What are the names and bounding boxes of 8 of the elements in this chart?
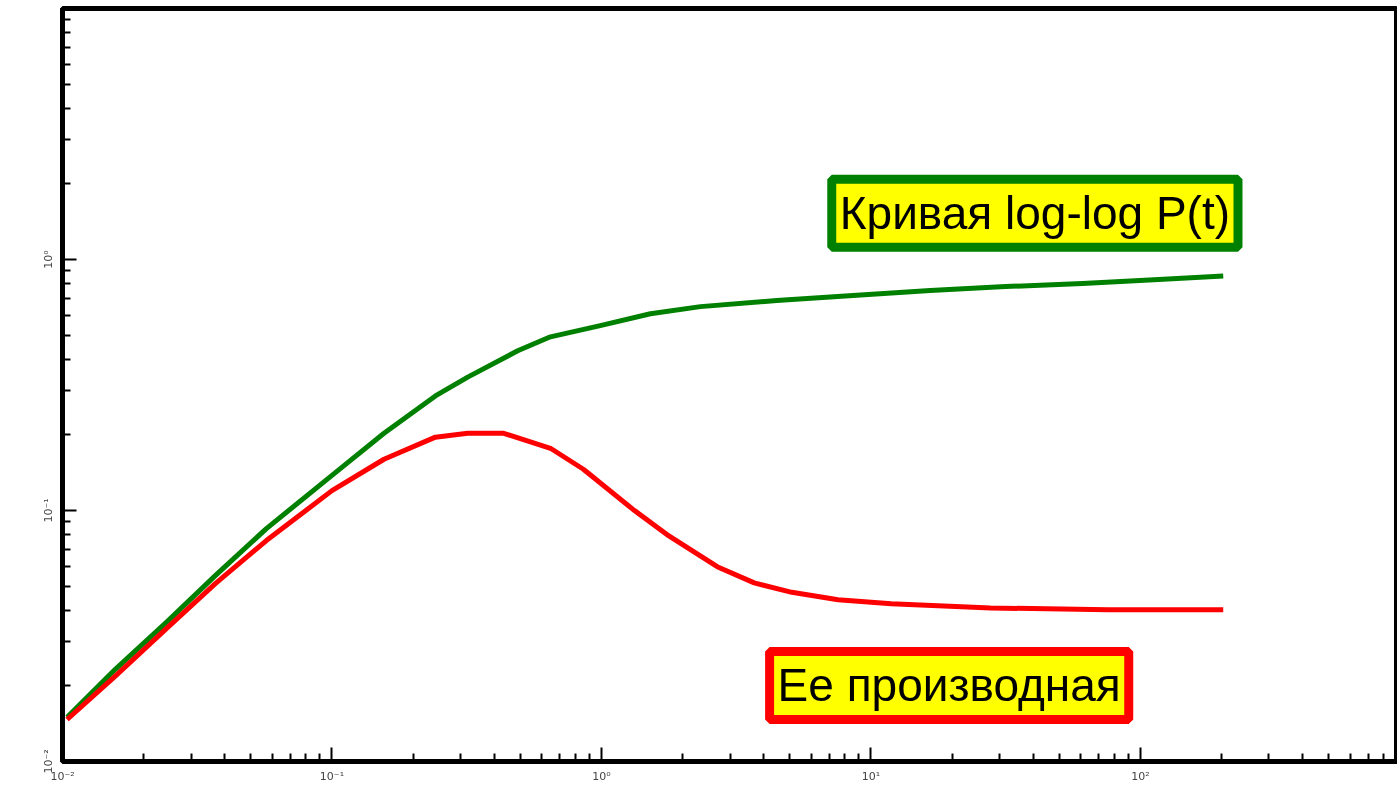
x-tick-label: 10⁰ [592,769,612,783]
y-tick-label: 10⁰ [41,249,55,269]
x-tick-label: 10¹ [861,769,881,783]
y-tick-label: 10⁻¹ [41,498,55,523]
series-label: Кривая log-log P(t) [839,187,1231,240]
x-tick-label: 10² [1131,769,1150,783]
x-tick-label: 10⁻¹ [319,769,345,783]
series-label: Ее производная [777,659,1121,712]
